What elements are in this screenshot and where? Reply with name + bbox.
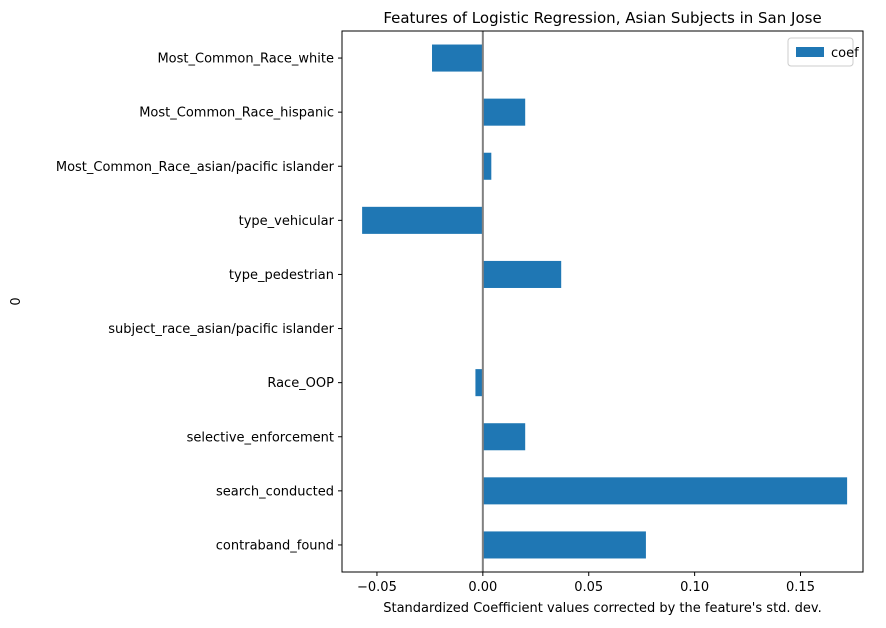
- y-tick-label: search_conducted: [216, 484, 334, 499]
- y-tick-label: Most_Common_Race_white: [157, 52, 334, 67]
- legend-label-coef: coef: [831, 46, 859, 61]
- y-tick-label: type_vehicular: [239, 214, 335, 229]
- y-axis-label: 0: [9, 297, 24, 305]
- y-tick-label: subject_race_asian/pacific islander: [108, 322, 334, 337]
- x-axis-label: Standardized Coefficient values correcte…: [383, 601, 822, 616]
- x-tick-label: 0.15: [786, 580, 815, 595]
- bar-most-common-race-asian-pacific-islander: [482, 152, 492, 180]
- bar-race-oop: [475, 369, 483, 397]
- bars-layer: [362, 44, 848, 559]
- x-tick-label: 0.00: [468, 580, 497, 595]
- bar-contraband-found: [482, 531, 646, 559]
- y-tick-label: Most_Common_Race_hispanic: [139, 106, 334, 121]
- bar-type-vehicular: [362, 206, 483, 234]
- legend-swatch-coef: [796, 47, 824, 57]
- y-tick-label: selective_enforcement: [187, 430, 334, 445]
- chart-title: Features of Logistic Regression, Asian S…: [383, 9, 821, 27]
- x-ticks-layer: −0.05 0.00 0.05 0.10 0.15: [357, 572, 815, 595]
- bar-type-pedestrian: [482, 260, 562, 288]
- x-tick-label: 0.10: [680, 580, 709, 595]
- y-tick-label: type_pedestrian: [229, 268, 334, 283]
- bar-selective-enforcement: [482, 423, 526, 451]
- y-tick-label: contraband_found: [216, 538, 334, 553]
- x-tick-label: 0.05: [574, 580, 603, 595]
- plot-area-frame: [341, 30, 864, 573]
- legend: coef: [787, 37, 859, 67]
- x-tick-label: −0.05: [357, 580, 397, 595]
- y-tick-label: Most_Common_Race_asian/pacific islander: [56, 160, 335, 175]
- y-ticks-layer: Most_Common_Race_white Most_Common_Race_h…: [56, 52, 342, 553]
- y-tick-label: Race_OOP: [267, 376, 334, 391]
- bar-search-conducted: [482, 477, 848, 505]
- bar-most-common-race-white: [432, 44, 483, 72]
- bar-most-common-race-hispanic: [482, 98, 526, 126]
